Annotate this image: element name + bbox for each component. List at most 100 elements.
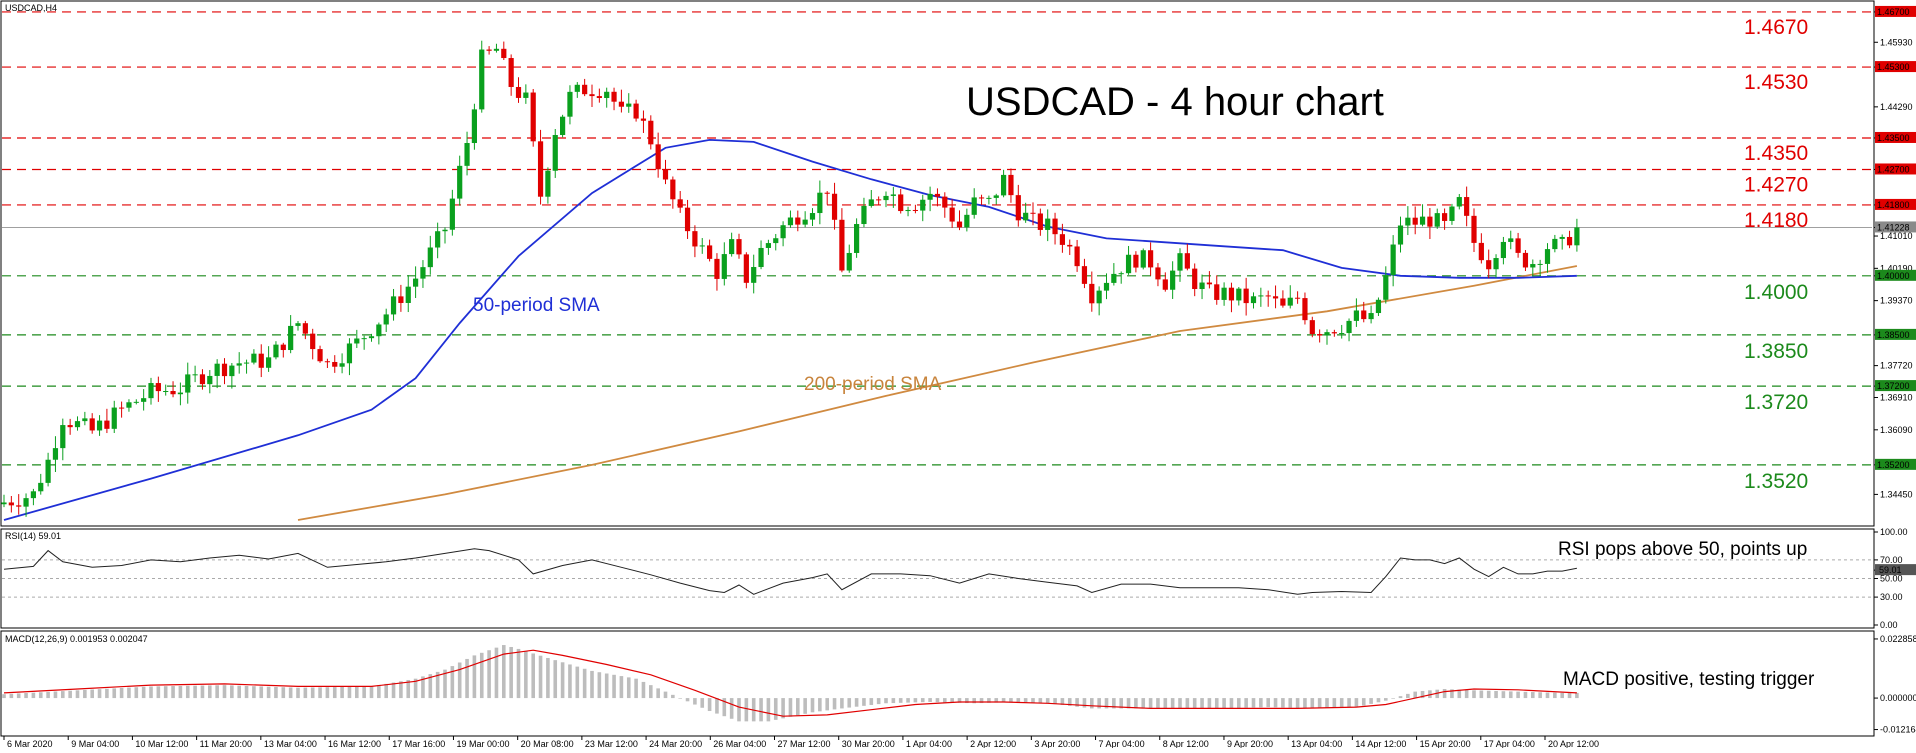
- macd-annotation: MACD positive, testing trigger: [1563, 669, 1815, 690]
- macd-bar: [185, 685, 190, 699]
- macd-bar: [266, 686, 271, 699]
- candle-body: [361, 338, 367, 340]
- macd-bar: [112, 688, 117, 699]
- macd-bar: [1237, 698, 1241, 708]
- candle-body: [155, 383, 161, 392]
- candle-body: [405, 286, 411, 303]
- candle-body: [442, 229, 448, 232]
- candle-body: [324, 361, 330, 363]
- macd-bar: [1450, 689, 1454, 699]
- candle-body: [971, 197, 977, 215]
- macd-bar: [891, 698, 896, 704]
- candle-body: [449, 198, 455, 230]
- candle-body: [662, 169, 669, 180]
- candle-body: [457, 165, 463, 199]
- candle-body: [1412, 217, 1418, 225]
- macd-bar: [884, 698, 888, 704]
- candle-body: [1015, 195, 1021, 221]
- macd-bar: [325, 687, 330, 699]
- candle-body: [317, 349, 323, 362]
- macd-bar: [1082, 698, 1087, 708]
- candle-body: [552, 135, 558, 171]
- macd-bar: [840, 698, 844, 709]
- macd-bar: [1553, 692, 1557, 699]
- candle-body: [376, 324, 382, 337]
- macd-bar: [24, 693, 28, 699]
- candle-body: [1023, 212, 1029, 221]
- macd-bar: [1045, 698, 1050, 704]
- macd-bar: [818, 698, 822, 712]
- macd-bar: [1567, 692, 1572, 699]
- candle-body: [1500, 241, 1506, 259]
- candle-body: [640, 118, 647, 121]
- macd-bar: [1538, 692, 1542, 699]
- candle-body: [1206, 282, 1212, 285]
- macd-bar: [604, 673, 609, 699]
- candle-body: [618, 101, 624, 107]
- macd-bar: [847, 698, 852, 708]
- x-tick-label: 7 Apr 04:00: [1099, 739, 1145, 748]
- candle-body: [493, 48, 500, 51]
- macd-bar: [127, 687, 131, 699]
- macd-bar: [1023, 698, 1028, 703]
- price-tick-1.37720: 1.37720: [1880, 361, 1913, 371]
- candle-body: [1096, 290, 1102, 304]
- rsi-line: [3, 548, 1577, 595]
- x-tick-label: 15 Apr 20:00: [1420, 739, 1471, 748]
- candle-body: [104, 420, 110, 429]
- candle-body: [927, 193, 933, 200]
- macd-bar: [1031, 698, 1035, 703]
- macd-bar: [457, 662, 462, 699]
- candle-body: [1118, 273, 1124, 275]
- price-tick-1.41010: 1.41010: [1880, 231, 1913, 241]
- macd-bar: [391, 682, 396, 699]
- macd-bar: [715, 698, 719, 714]
- macd-bar: [575, 666, 580, 699]
- candle-body: [67, 425, 73, 428]
- macd-bar: [296, 687, 300, 699]
- candle-body: [1522, 252, 1529, 268]
- candle-body: [214, 363, 220, 376]
- candle-body: [52, 448, 59, 460]
- candle-body: [1544, 249, 1551, 264]
- macd-bar: [384, 683, 388, 699]
- macd-bar: [1479, 690, 1484, 699]
- macd-bar: [935, 698, 940, 703]
- macd-bar: [1178, 698, 1182, 709]
- candle-body: [692, 231, 698, 247]
- candle-body: [390, 296, 397, 315]
- level-tag-text-1.46700: 1.46700: [1877, 7, 1910, 17]
- candle-body: [1295, 297, 1301, 299]
- candle-body: [1493, 258, 1499, 270]
- macd-bar: [1222, 698, 1226, 709]
- candle-body: [1272, 296, 1279, 299]
- macd-bar: [1516, 691, 1520, 699]
- candle-body: [890, 194, 896, 196]
- macd-label: MACD(12,26,9) 0.001953 0.002047: [5, 634, 148, 644]
- rsi-label: RSI(14) 59.01: [5, 531, 61, 541]
- candle-body: [1030, 212, 1036, 214]
- candle-body: [251, 353, 257, 363]
- macd-bar: [208, 685, 212, 699]
- macd-bar: [61, 691, 65, 699]
- candle-body: [199, 374, 206, 385]
- candle-body: [8, 502, 14, 506]
- candle-body: [486, 49, 492, 51]
- candle-body: [537, 141, 544, 197]
- rsi-tick-100.00: 100.00: [1880, 527, 1908, 537]
- macd-bar: [972, 698, 976, 704]
- macd-bar: [560, 662, 565, 699]
- macd-bar: [1332, 698, 1337, 708]
- macd-bar: [641, 681, 646, 699]
- candle-body: [670, 179, 676, 200]
- level-tag-1.43500: [1875, 131, 1916, 143]
- candle-body: [45, 459, 51, 483]
- candle-body: [1339, 333, 1345, 335]
- macd-bar: [1398, 696, 1403, 699]
- macd-bar: [1009, 698, 1013, 703]
- x-tick-label: 17 Apr 04:00: [1484, 739, 1535, 748]
- macd-bar: [53, 691, 58, 699]
- candle-body: [126, 402, 132, 408]
- candle-body: [699, 245, 705, 247]
